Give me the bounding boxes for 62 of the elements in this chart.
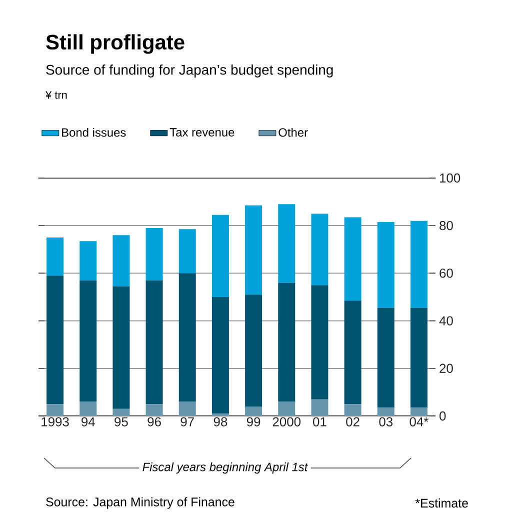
legend-label: Tax revenue [170, 128, 234, 137]
x-tick-label: 99 [246, 417, 260, 426]
y-tick-label: 0 [440, 411, 446, 421]
bar [112, 235, 130, 286]
source-note: Source: Japan Ministry of Finance [46, 497, 234, 509]
bar [311, 399, 328, 416]
bar [146, 280, 163, 404]
bar [80, 241, 97, 280]
chart-title: Still profligate [46, 34, 184, 54]
bar [278, 204, 296, 283]
bar [410, 220, 428, 308]
bar [212, 214, 229, 297]
bar [311, 285, 328, 400]
x-tick-label: 1993 [42, 417, 69, 426]
bar [46, 237, 64, 276]
bar [112, 286, 130, 409]
bar [344, 217, 362, 301]
y-tick-label: 80 [440, 221, 453, 230]
x-tick-label: 2000 [272, 417, 301, 426]
text: *Estimate [415, 498, 468, 508]
x-tick-label: 97 [180, 417, 194, 426]
bar [278, 402, 296, 416]
x-tick-label: 04* [410, 417, 428, 426]
bar [80, 402, 97, 416]
bar [146, 228, 163, 280]
text: Fiscal years beginning April 1st [142, 462, 308, 474]
chart-subtitle: Source of funding for Japan’s budget spending [46, 64, 333, 78]
y-tick-label: 20 [440, 364, 453, 373]
bar [278, 282, 296, 402]
bar [245, 205, 262, 295]
bar [245, 294, 262, 406]
x-tick-label: 02 [346, 417, 360, 426]
bar [146, 404, 163, 416]
bar [178, 273, 196, 402]
x-tick-label: 98 [214, 417, 228, 426]
x-tick-label: 94 [82, 417, 95, 426]
bar [245, 406, 262, 416]
x-tick-label: 95 [114, 417, 128, 426]
bar [410, 408, 428, 416]
bar [344, 404, 362, 416]
bar [112, 408, 130, 416]
bar [410, 308, 428, 408]
x-tick-label: 96 [148, 417, 161, 426]
y-tick-label: 100 [440, 173, 460, 183]
legend-label: Bond issues [62, 128, 126, 137]
bar [344, 300, 362, 404]
bar [178, 402, 196, 416]
bar [377, 408, 394, 416]
bar [311, 214, 328, 286]
legend-label: Other [278, 128, 308, 137]
bar [46, 276, 64, 404]
y-tick-label: 60 [440, 268, 453, 278]
bar [178, 229, 196, 274]
text: ¥ trn [46, 91, 67, 99]
bar [212, 296, 229, 414]
bar [80, 280, 97, 402]
bar [377, 222, 394, 308]
bar [46, 404, 64, 416]
y-tick-label: 40 [439, 316, 453, 326]
x-tick-label: 03 [379, 417, 393, 426]
bar [377, 308, 394, 408]
x-tick-label: 01 [313, 417, 326, 426]
